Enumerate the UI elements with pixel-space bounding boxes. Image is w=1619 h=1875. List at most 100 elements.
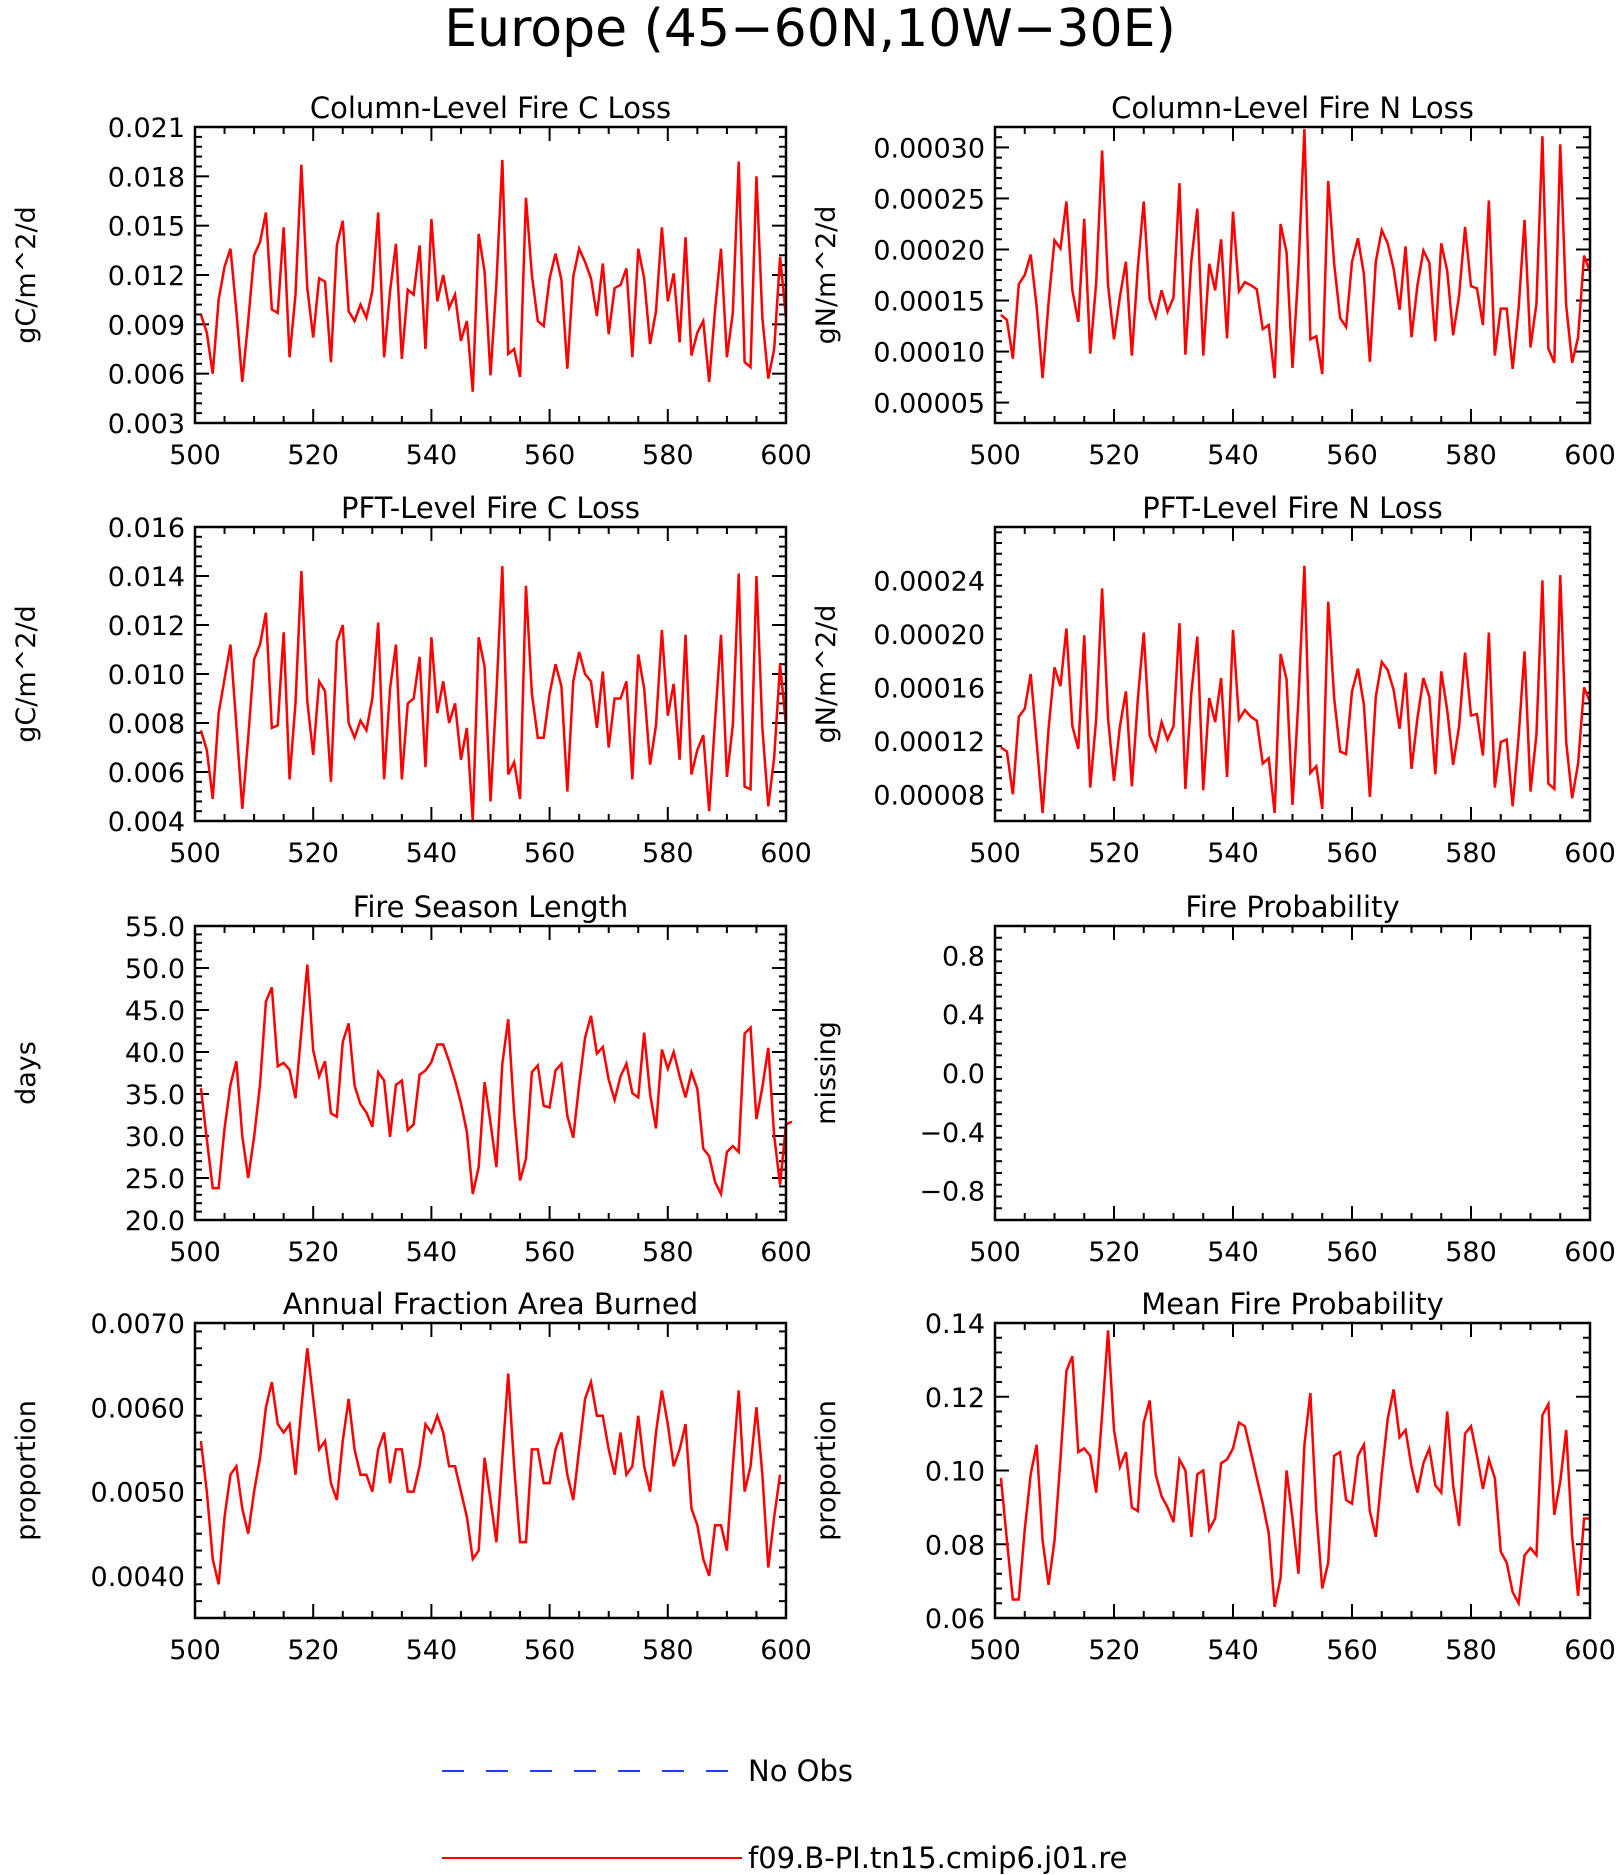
x-tick-label: 600 [1564, 1635, 1616, 1666]
x-tick-label: 540 [1207, 1635, 1259, 1666]
plot-frame [993, 125, 1592, 425]
panel-4: PFT-Level Fire N Loss gN/m^2/d 500 520 540 56… [811, 491, 1616, 869]
x-tick-label: 520 [1088, 1635, 1140, 1666]
plot-frame [193, 525, 788, 823]
y-tick-label: 0.006 [108, 360, 185, 391]
y-tick-label: 50.0 [125, 954, 185, 985]
y-tick-label: 0.0 [942, 1059, 985, 1090]
y-tick-label: 0.06 [925, 1604, 985, 1635]
y-axis-label: days [11, 1041, 42, 1105]
x-tick-label: 600 [1564, 440, 1616, 471]
series-line-1 [199, 159, 788, 392]
series-line-1 [999, 1330, 1590, 1608]
panel-title: Fire Season Length [353, 890, 628, 924]
x-tick-label: 520 [1088, 1237, 1140, 1268]
y-tick-label: 0.004 [108, 807, 185, 838]
y-tick-label: 0.0060 [91, 1393, 185, 1424]
y-tick-label: 0.006 [108, 758, 185, 789]
y-axis-label: gN/m^2/d [811, 206, 842, 345]
panel-7: Annual Fraction Area Burned proportion 500… [11, 1287, 812, 1666]
x-tick-label: 540 [406, 1635, 458, 1666]
x-tick-label: 500 [169, 1237, 221, 1268]
x-tick-label: 560 [524, 440, 576, 471]
series-line-1 [199, 1348, 782, 1585]
x-tick-label: 540 [1207, 838, 1259, 869]
plot-frame [993, 924, 1592, 1222]
x-tick-label: 580 [1445, 1635, 1497, 1666]
plot-frame [193, 924, 788, 1222]
y-tick-label: 0.015 [108, 212, 185, 243]
y-axis-label: gC/m^2/d [11, 605, 42, 742]
y-tick-label: 0.8 [942, 941, 985, 972]
y-tick-label: 20.0 [125, 1206, 185, 1237]
x-tick-label: 580 [642, 440, 694, 471]
y-tick-label: 0.00030 [873, 133, 985, 164]
y-tick-label: 0.00020 [873, 235, 985, 266]
x-tick-label: 580 [1445, 440, 1497, 471]
panel-title: PFT-Level Fire C Loss [341, 491, 640, 525]
y-axis-label: missing [811, 1021, 842, 1125]
x-tick-label: 580 [642, 1237, 694, 1268]
panel-5: Fire Season Length days 500 520 540 560 580 600… [11, 890, 812, 1268]
y-tick-label: 0.12 [925, 1383, 985, 1414]
panel-1: Column-Level Fire C Loss gC/m^2/d 500 520 54… [11, 91, 812, 471]
x-tick-label: 500 [169, 440, 221, 471]
y-axis-label: gC/m^2/d [11, 206, 42, 343]
x-tick-label: 560 [524, 1635, 576, 1666]
y-tick-label: 0.0050 [91, 1478, 185, 1509]
panel-title: Fire Probability [1185, 890, 1399, 924]
x-tick-label: 560 [1326, 440, 1378, 471]
y-tick-label: −0.8 [919, 1177, 985, 1208]
panel-6: Fire Probability missing 500 520 540 560 580 60… [811, 890, 1616, 1268]
legend: No Obs f09.B-PI.tn15.cmip6.j01.re [442, 1754, 1127, 1875]
series-line-1 [1000, 128, 1592, 379]
x-tick-label: 540 [1207, 1237, 1259, 1268]
panel-title: Column-Level Fire C Loss [310, 91, 671, 125]
y-tick-label: 0.009 [108, 310, 185, 341]
x-tick-label: 500 [969, 1635, 1021, 1666]
x-tick-label: 520 [287, 1635, 339, 1666]
x-tick-label: 520 [1088, 838, 1140, 869]
y-tick-label: 0.014 [108, 562, 185, 593]
y-tick-label: −0.4 [919, 1118, 985, 1149]
y-tick-label: 0.021 [108, 113, 185, 144]
legend-label-no-obs: No Obs [748, 1754, 853, 1788]
y-tick-label: 0.018 [108, 162, 185, 193]
y-tick-label: 0.003 [108, 409, 185, 440]
plot-frame [993, 1321, 1592, 1620]
plot-frame [993, 525, 1592, 823]
y-tick-label: 0.00016 [873, 673, 985, 704]
y-tick-label: 35.0 [125, 1080, 185, 1111]
plot-frame [193, 125, 788, 425]
y-tick-label: 30.0 [125, 1122, 185, 1153]
y-axis-label: proportion [811, 1400, 842, 1541]
y-tick-label: 0.00025 [873, 184, 985, 215]
y-axis-label: gN/m^2/d [811, 605, 842, 744]
x-tick-label: 520 [287, 440, 339, 471]
y-tick-label: 55.0 [125, 912, 185, 943]
x-tick-label: 600 [1564, 838, 1616, 869]
x-tick-label: 580 [1445, 838, 1497, 869]
x-tick-label: 520 [287, 1237, 339, 1268]
panel-3: PFT-Level Fire C Loss gC/m^2/d 500 520 540 56… [11, 491, 812, 869]
x-tick-label: 500 [169, 838, 221, 869]
panel-title: PFT-Level Fire N Loss [1142, 491, 1442, 525]
y-tick-label: 0.00005 [873, 389, 985, 420]
legend-label-model: f09.B-PI.tn15.cmip6.j01.re [748, 1841, 1127, 1875]
figure-title: Europe (45−60N,10W−30E) [444, 0, 1175, 59]
panel-2: Column-Level Fire N Loss gN/m^2/d 500 520 54… [811, 91, 1616, 471]
x-tick-label: 520 [287, 838, 339, 869]
series-line-1 [1000, 565, 1592, 814]
x-tick-label: 540 [406, 1237, 458, 1268]
y-axis-label: proportion [11, 1400, 42, 1541]
y-tick-label: 40.0 [125, 1038, 185, 1069]
y-tick-label: 0.0070 [91, 1309, 185, 1340]
y-tick-label: 0.0040 [91, 1562, 185, 1593]
x-tick-label: 520 [1088, 440, 1140, 471]
x-tick-label: 500 [169, 1635, 221, 1666]
x-tick-label: 600 [760, 440, 812, 471]
x-tick-label: 500 [969, 440, 1021, 471]
y-tick-label: 0.00008 [873, 780, 985, 811]
panel-title: Mean Fire Probability [1141, 1287, 1444, 1321]
y-tick-label: 0.00015 [873, 287, 985, 318]
